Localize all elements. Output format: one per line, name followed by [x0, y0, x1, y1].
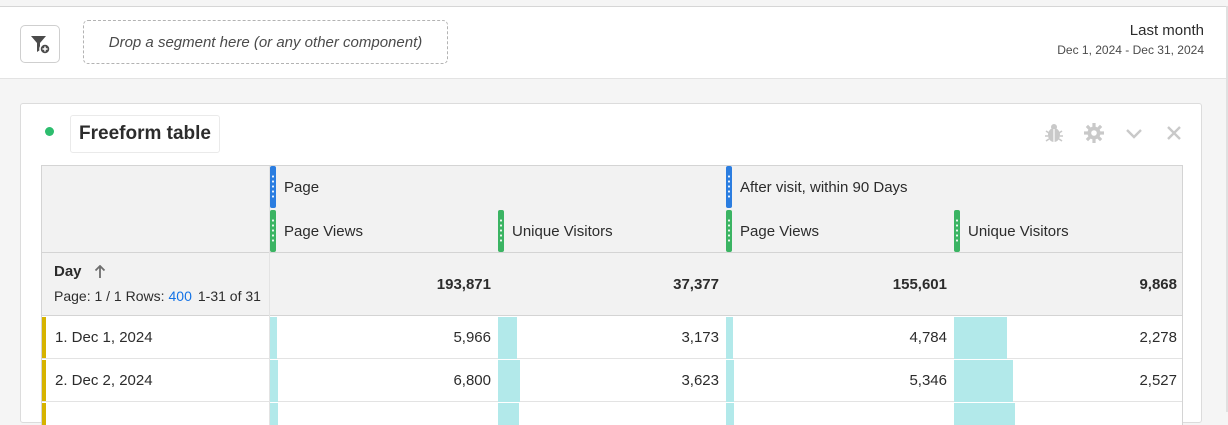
- metric-header-unique-visitors-after[interactable]: Unique Visitors: [954, 210, 1182, 252]
- row-range: 1-31 of 31: [197, 288, 261, 304]
- row-label: 1. Dec 1, 2024: [55, 329, 153, 346]
- metric-cell[interactable]: 5,346: [726, 360, 954, 402]
- cell-bar: [726, 403, 734, 425]
- metric-cell[interactable]: [270, 403, 498, 425]
- cell-bar: [726, 317, 733, 359]
- segment-bar: Drop a segment here (or any other compon…: [0, 7, 1226, 79]
- metric-cell[interactable]: [498, 403, 726, 425]
- cell-value: 3,623: [681, 372, 719, 389]
- metric-cell[interactable]: 3,623: [498, 360, 726, 402]
- total-page-views-after: 155,601: [892, 276, 947, 293]
- chevron-down-icon[interactable]: [1123, 122, 1145, 144]
- dimension-label: Day: [54, 263, 82, 280]
- column-divider: [269, 166, 270, 425]
- row-marker: [42, 317, 46, 358]
- cell-bar: [954, 317, 1007, 359]
- metric-cell[interactable]: 3,173: [498, 317, 726, 359]
- cell-value: 3,173: [681, 329, 719, 346]
- metric-cell[interactable]: 5,966: [270, 317, 498, 359]
- cell-value: 5,966: [453, 329, 491, 346]
- close-icon[interactable]: [1163, 122, 1185, 144]
- table-row[interactable]: 2. Dec 2, 2024 6,800 3,623 5,346 2,527: [42, 360, 1182, 402]
- drag-handle-icon[interactable]: [954, 210, 960, 252]
- metric-header-page-views[interactable]: Page Views: [270, 210, 498, 252]
- cell-bar: [954, 403, 1015, 425]
- bug-icon[interactable]: [1043, 122, 1065, 144]
- date-range-picker[interactable]: Last month Dec 1, 2024 - Dec 31, 2024: [1057, 21, 1204, 59]
- cell-value: 6,800: [453, 372, 491, 389]
- segment-header-page[interactable]: Page: [270, 166, 498, 208]
- status-dot: [45, 127, 54, 136]
- metric-cell[interactable]: [726, 403, 954, 425]
- table-header: Page After visit, within 90 Days Page Vi…: [42, 166, 1182, 253]
- drag-handle-icon[interactable]: [498, 210, 504, 252]
- segment-header-after-visit[interactable]: After visit, within 90 Days: [726, 166, 1182, 208]
- dimension-header[interactable]: Day Page: 1 / 1 Rows: 400 1-31 of 31: [54, 263, 268, 304]
- add-filter-button[interactable]: [20, 25, 60, 63]
- row-marker: [42, 360, 46, 401]
- metric-cell[interactable]: 2,527: [954, 360, 1182, 402]
- freeform-table: Page After visit, within 90 Days Page Vi…: [41, 165, 1183, 425]
- date-range-label: Last month: [1129, 22, 1204, 39]
- right-scroll-edge: [1226, 6, 1228, 412]
- metric-cell[interactable]: [954, 403, 1182, 425]
- totals-row: Day Page: 1 / 1 Rows: 400 1-31 of 31 193,8…: [42, 253, 1182, 316]
- panel-toolbar: [1043, 122, 1185, 144]
- cell-value: 4,784: [909, 329, 947, 346]
- panel-title[interactable]: Freeform table: [70, 115, 220, 153]
- gear-icon[interactable]: [1083, 122, 1105, 144]
- metric-cell[interactable]: 4,784: [726, 317, 954, 359]
- cell-bar: [498, 317, 517, 359]
- table-row[interactable]: [42, 403, 1182, 425]
- drag-handle-icon[interactable]: [270, 166, 276, 208]
- total-unique-visitors-after: 9,868: [1139, 276, 1177, 293]
- metric-header-unique-visitors[interactable]: Unique Visitors: [498, 210, 726, 252]
- metric-cell[interactable]: 2,278: [954, 317, 1182, 359]
- total-page-views: 193,871: [436, 276, 491, 293]
- cell-bar: [498, 360, 520, 402]
- drag-handle-icon[interactable]: [726, 166, 732, 208]
- drag-handle-icon[interactable]: [726, 210, 732, 252]
- cell-value: 2,278: [1139, 329, 1177, 346]
- freeform-panel: Freeform table P: [20, 103, 1202, 425]
- cell-bar: [270, 403, 278, 425]
- rows-per-page-select[interactable]: 400: [168, 288, 192, 304]
- cell-bar: [954, 360, 1013, 402]
- cell-value: 5,346: [909, 372, 947, 389]
- date-range-value: Dec 1, 2024 - Dec 31, 2024: [1057, 43, 1204, 57]
- top-border: [0, 6, 1228, 7]
- cell-bar: [270, 317, 277, 359]
- segment-dropzone[interactable]: Drop a segment here (or any other compon…: [83, 20, 448, 64]
- cell-value: 2,527: [1139, 372, 1177, 389]
- arrow-up-icon[interactable]: [94, 264, 106, 279]
- metric-cell[interactable]: 6,800: [270, 360, 498, 402]
- drag-handle-icon[interactable]: [270, 210, 276, 252]
- pagination: Page: 1 / 1 Rows: 400 1-31 of 31: [54, 288, 261, 304]
- cell-bar: [270, 360, 278, 402]
- row-label: 2. Dec 2, 2024: [55, 372, 153, 389]
- cell-bar: [498, 403, 519, 425]
- cell-bar: [726, 360, 734, 402]
- table-row[interactable]: 1. Dec 1, 2024 5,966 3,173 4,784 2,278: [42, 317, 1182, 359]
- metric-header-page-views-after[interactable]: Page Views: [726, 210, 954, 252]
- row-marker: [42, 403, 46, 425]
- total-unique-visitors: 37,377: [673, 276, 719, 293]
- filter-add-icon: [31, 36, 51, 55]
